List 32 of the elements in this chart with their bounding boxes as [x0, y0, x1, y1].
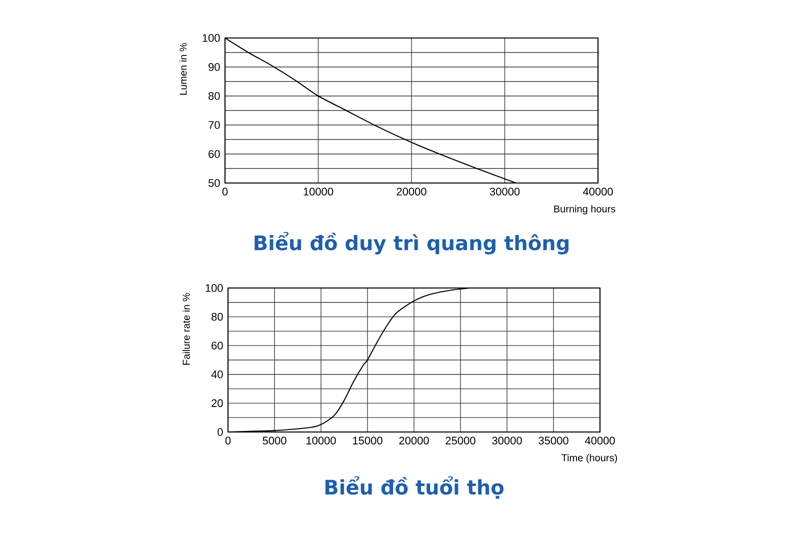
y-tick-label: 70 [208, 121, 220, 129]
y-tick-label: 80 [208, 92, 220, 100]
y-axis-title: Lumen in % [179, 43, 187, 95]
x-tick-label: 10000 [304, 188, 334, 196]
y-tick-label: 20 [212, 399, 223, 408]
text: Biểu đồ tuổi thọ [325, 476, 504, 499]
y-tick-label: 60 [212, 342, 223, 350]
x-tick-label: 0 [225, 436, 231, 444]
y-tick-label: 100 [206, 284, 223, 292]
text: Biểu đồ duy trì quang thông [254, 232, 568, 254]
y-tick-label: 100 [202, 34, 220, 42]
x-axis-title: Burning hours [554, 205, 616, 214]
y-tick-label: 0 [218, 428, 223, 436]
x-tick-label: 30000 [490, 188, 520, 196]
y-tick-label: 80 [212, 312, 223, 321]
x-tick-label: 15000 [353, 436, 382, 444]
y-axis-title: Failure rate in % [182, 293, 190, 365]
y-tick-label: 50 [208, 179, 220, 187]
y-tick-label: 40 [211, 370, 223, 378]
x-tick-label: 0 [222, 188, 228, 196]
x-tick-label: 40000 [584, 436, 615, 444]
x-tick-label: 5000 [262, 436, 286, 444]
x-tick-label: 35000 [538, 436, 568, 444]
y-tick-label: 90 [208, 63, 220, 71]
x-tick-label: 20000 [396, 188, 426, 196]
y-tick-label: 60 [208, 150, 220, 158]
x-tick-label: 30000 [492, 436, 522, 444]
x-tick-label: 40000 [582, 188, 613, 196]
x-axis-title: Time (hours) [562, 454, 617, 464]
x-tick-label: 25000 [446, 436, 476, 444]
x-tick-label: 10000 [306, 436, 336, 444]
x-tick-label: 20000 [399, 436, 429, 444]
